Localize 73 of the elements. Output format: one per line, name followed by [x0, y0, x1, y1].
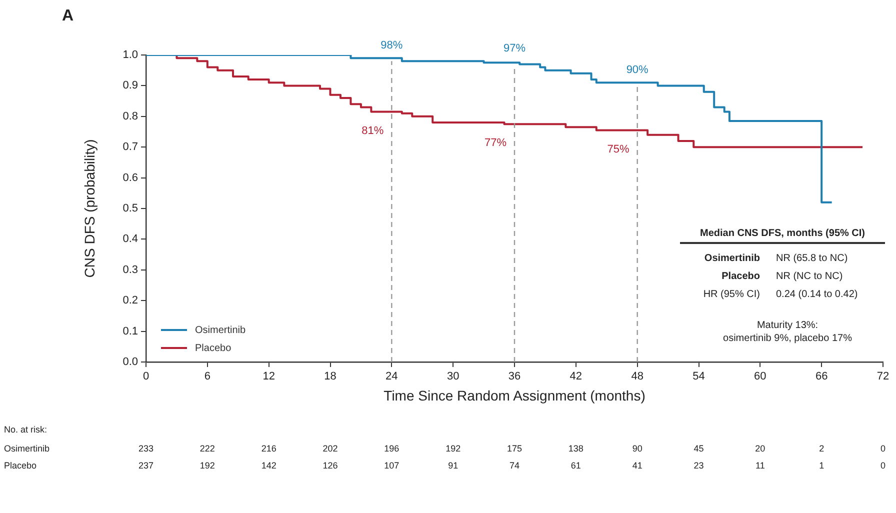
text: 0	[880, 443, 886, 454]
y-tick-label: 1.0	[122, 49, 138, 62]
x-tick-label: 0	[142, 370, 150, 383]
y-tick-label: 0.5	[122, 202, 138, 215]
text: 45	[694, 443, 704, 454]
x-tick-label: 18	[324, 370, 336, 383]
y-tick-label: 0.0	[122, 356, 138, 368]
text: Osimertinib	[4, 443, 50, 454]
text: 11	[755, 460, 765, 470]
x-tick-label: 72	[876, 370, 890, 383]
x-tick-label: 66	[815, 370, 828, 383]
text: 138	[568, 443, 584, 454]
text: 107	[384, 460, 400, 470]
text: 61	[570, 460, 581, 470]
y-axis-title: CNS DFS (probability)	[81, 139, 98, 278]
text: 192	[446, 443, 461, 454]
text: 1	[819, 460, 824, 470]
x-tick-label: 42	[570, 370, 582, 383]
text: 142	[261, 460, 276, 470]
x-tick-label: 30	[446, 370, 460, 383]
annotation: Maturity 13%:	[756, 320, 818, 331]
text: 20	[755, 443, 766, 454]
x-tick-label: 24	[386, 370, 398, 383]
text: 237	[138, 460, 154, 470]
text: 126	[322, 460, 338, 470]
x-tick-label: 36	[508, 370, 521, 383]
text: 41	[632, 460, 642, 470]
x-tick-label: 48	[631, 370, 644, 383]
y-tick-label: 0.9	[122, 80, 138, 92]
text: 222	[200, 443, 215, 454]
x-tick-label: 12	[262, 370, 275, 383]
chart-title: A	[62, 7, 74, 24]
annotation: 98%	[380, 40, 403, 52]
annotation: NR (65.8 to NC)	[776, 252, 848, 264]
legend-label: Osimertinib	[195, 324, 246, 336]
y-tick-label: 0.7	[122, 141, 138, 154]
annotation: 75%	[607, 143, 630, 156]
x-tick-label: 6	[204, 370, 210, 383]
text: Placebo	[4, 460, 37, 470]
y-tick-label: 0.6	[122, 172, 138, 184]
annotation: 77%	[484, 137, 507, 150]
annotation: 97%	[503, 42, 526, 55]
text: 192	[200, 460, 215, 470]
annotation: 0.24 (0.14 to 0.42)	[776, 288, 858, 300]
text: 91	[448, 460, 458, 470]
annotation: osimertinib 9%, placebo 17%	[723, 332, 852, 344]
annotation: 81%	[362, 124, 384, 137]
y-tick-label: 0.4	[122, 233, 138, 246]
y-tick-label: 0.2	[122, 294, 138, 307]
x-tick-label: 54	[692, 370, 705, 383]
annotation: 90%	[626, 64, 649, 76]
annotation: NR (NC to NC)	[776, 270, 843, 282]
text: 90	[632, 443, 642, 454]
text: 2	[819, 443, 824, 454]
y-tick-label: 0.1	[122, 325, 138, 338]
annotation: Median CNS DFS, months (95% CI)	[700, 228, 866, 239]
y-tick-label: 0.3	[122, 264, 138, 276]
text: 23	[694, 460, 704, 470]
text: 74	[509, 460, 520, 470]
text: 0	[880, 460, 886, 470]
y-tick-label: 0.8	[122, 110, 138, 122]
text: 233	[138, 443, 154, 454]
legend-label: Placebo	[195, 342, 232, 354]
text: No. at risk:	[4, 424, 48, 434]
annotation: Osimertinib	[704, 252, 760, 264]
annotation: HR (95% CI)	[703, 288, 760, 300]
text: 175	[506, 443, 522, 454]
x-axis-title: Time Since Random Assignment (months)	[384, 387, 646, 404]
text: 216	[261, 443, 276, 454]
text: 202	[322, 443, 338, 454]
x-tick-label: 60	[754, 370, 766, 383]
annotation: Placebo	[722, 270, 760, 282]
text: 196	[384, 443, 400, 454]
